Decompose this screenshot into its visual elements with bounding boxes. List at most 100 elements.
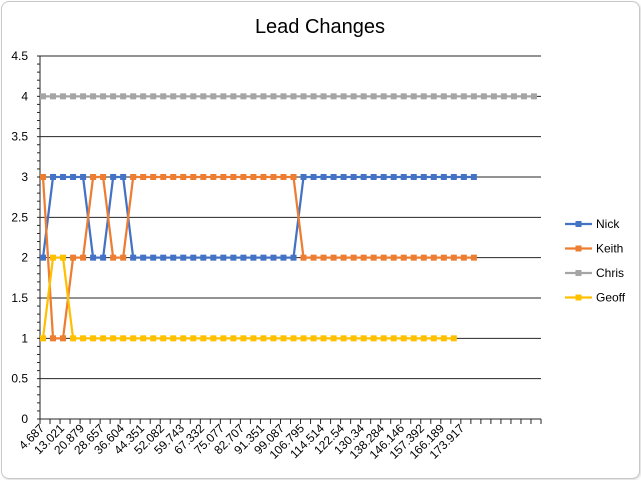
data-point — [120, 254, 127, 261]
data-point — [430, 335, 437, 342]
series-lines — [40, 93, 537, 342]
data-point — [300, 174, 307, 180]
legend: Nick Keith Chris Geoff — [565, 217, 626, 305]
data-point — [260, 335, 267, 342]
data-point — [290, 254, 297, 261]
data-point — [360, 335, 367, 342]
data-point — [290, 335, 297, 342]
data-point — [130, 93, 137, 100]
data-point — [140, 93, 147, 100]
data-point — [150, 174, 157, 180]
data-point — [220, 254, 227, 261]
legend-label: Nick — [596, 217, 620, 231]
gridlines — [40, 55, 541, 380]
data-point — [370, 335, 377, 342]
data-point — [500, 93, 507, 100]
data-point — [340, 254, 347, 261]
data-point — [230, 335, 237, 342]
y-tick-label: 2.5 — [11, 210, 28, 224]
data-point — [60, 174, 67, 180]
chart-title: Lead Changes — [255, 16, 385, 38]
data-point — [340, 174, 347, 180]
data-point — [120, 174, 127, 180]
data-point — [350, 174, 357, 180]
data-point — [440, 335, 447, 342]
data-point — [130, 254, 137, 261]
data-point — [180, 174, 187, 180]
data-point — [70, 93, 77, 100]
data-point — [50, 174, 57, 180]
data-point — [90, 335, 97, 342]
data-point — [450, 174, 457, 180]
data-point — [290, 174, 297, 180]
data-point — [130, 174, 137, 180]
data-point — [80, 174, 87, 180]
data-point — [350, 335, 357, 342]
data-point — [260, 174, 267, 180]
data-point — [250, 254, 257, 261]
data-point — [40, 254, 46, 261]
y-tick-label: 1.5 — [11, 291, 28, 305]
legend-marker — [575, 221, 582, 227]
data-point — [490, 93, 497, 100]
data-point — [310, 93, 317, 100]
legend-marker — [575, 245, 582, 252]
data-point — [180, 93, 187, 100]
data-point — [150, 335, 157, 342]
legend-item-nick: Nick — [565, 217, 620, 231]
data-point — [350, 254, 357, 261]
legend-marker — [575, 294, 582, 301]
data-point — [410, 335, 417, 342]
data-point — [70, 254, 77, 261]
data-point — [260, 93, 267, 100]
data-point — [300, 93, 307, 100]
data-point — [390, 335, 397, 342]
data-point — [220, 93, 227, 100]
data-point — [390, 254, 397, 261]
data-point — [200, 254, 207, 261]
data-point — [450, 335, 457, 342]
data-point — [380, 174, 387, 180]
data-point — [150, 254, 157, 261]
data-point — [230, 254, 237, 261]
data-point — [440, 254, 447, 261]
data-point — [190, 335, 197, 342]
y-tick-label: 0.5 — [11, 372, 28, 386]
data-point — [270, 93, 277, 100]
data-point — [110, 254, 117, 261]
data-point — [220, 335, 227, 342]
data-point — [430, 174, 437, 180]
data-point — [330, 174, 337, 180]
data-point — [250, 174, 257, 180]
data-point — [120, 335, 127, 342]
data-point — [430, 93, 437, 100]
data-point — [320, 174, 327, 180]
data-point — [290, 93, 297, 100]
data-point — [300, 335, 307, 342]
data-point — [370, 254, 377, 261]
data-point — [320, 93, 327, 100]
data-point — [410, 93, 417, 100]
y-tick-label: 4.5 — [11, 49, 28, 63]
legend-label: Geoff — [596, 291, 626, 305]
data-point — [390, 93, 397, 100]
data-point — [190, 254, 197, 261]
data-point — [280, 93, 287, 100]
data-point — [230, 93, 237, 100]
data-point — [450, 93, 457, 100]
data-point — [370, 174, 377, 180]
series-geoff — [40, 254, 457, 342]
data-point — [270, 174, 277, 180]
data-point — [40, 93, 46, 100]
data-point — [80, 335, 87, 342]
data-point — [460, 174, 467, 180]
data-point — [510, 93, 517, 100]
data-point — [270, 254, 277, 261]
data-point — [50, 254, 57, 261]
data-point — [180, 335, 187, 342]
data-point — [80, 254, 87, 261]
data-point — [410, 174, 417, 180]
data-point — [400, 254, 407, 261]
